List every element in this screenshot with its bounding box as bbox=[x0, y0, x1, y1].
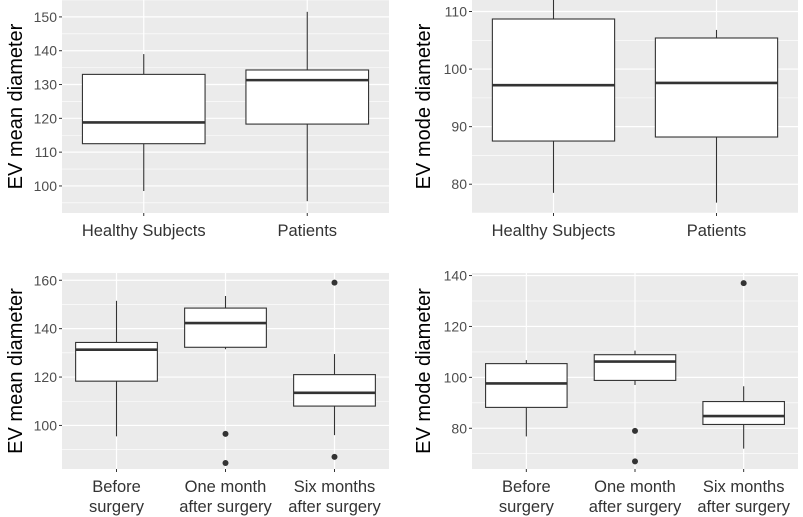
box-2 bbox=[245, 11, 370, 202]
iqr-box bbox=[75, 341, 158, 382]
box-3 bbox=[293, 279, 376, 460]
y-axis-title: EV mean diameter bbox=[5, 288, 27, 454]
box-1 bbox=[485, 360, 568, 437]
box-2 bbox=[593, 350, 677, 465]
iqr-box bbox=[593, 354, 677, 381]
y-tick-label: 160 bbox=[34, 272, 58, 288]
y-tick-label: 80 bbox=[451, 176, 467, 192]
outlier-point bbox=[331, 453, 338, 460]
box-1 bbox=[75, 300, 158, 437]
outlier-point bbox=[632, 427, 638, 434]
y-tick-label: 100 bbox=[444, 61, 468, 77]
y-tick-label: 100 bbox=[444, 369, 468, 385]
y-tick-label: 110 bbox=[35, 144, 58, 160]
iqr-box bbox=[702, 400, 785, 426]
y-tick-label: 120 bbox=[444, 318, 468, 334]
x-tick-label: Before surgery bbox=[499, 478, 555, 516]
iqr-box bbox=[184, 307, 267, 348]
x-tick-label: Patients bbox=[687, 222, 747, 240]
panel-2: 80 90 100 110 Healthy Subjects Patients EV mod… bbox=[413, 0, 798, 240]
outlier-point bbox=[222, 459, 229, 466]
panel-3: 100 120 140 160 Before surgery One month after … bbox=[5, 272, 389, 516]
outlier-point bbox=[632, 458, 638, 465]
box-2 bbox=[184, 295, 267, 466]
y-tick-label: 140 bbox=[34, 43, 58, 59]
iqr-box bbox=[245, 69, 370, 125]
outlier-point bbox=[331, 279, 338, 286]
iqr-box bbox=[81, 73, 206, 145]
x-tick-label: One month after surgery bbox=[179, 478, 272, 516]
iqr-box bbox=[491, 18, 616, 142]
box-1 bbox=[81, 54, 206, 192]
x-tick-label: Before surgery bbox=[89, 478, 145, 516]
iqr-box bbox=[654, 37, 779, 138]
box-2 bbox=[654, 29, 779, 203]
y-tick-label: 140 bbox=[444, 268, 468, 284]
y-axis-title: EV mode diameter bbox=[413, 23, 435, 189]
y-tick-label: 130 bbox=[34, 77, 58, 93]
y-tick-label: 100 bbox=[34, 178, 58, 194]
box-1 bbox=[491, 0, 616, 193]
iqr-box bbox=[485, 363, 568, 408]
outlier-point bbox=[222, 430, 229, 437]
panel-4: 80 100 120 140 Before surgery One month after s… bbox=[413, 268, 798, 516]
y-tick-label: 120 bbox=[34, 369, 58, 385]
y-tick-label: 100 bbox=[34, 417, 58, 433]
iqr-box bbox=[293, 374, 376, 407]
y-tick-label: 150 bbox=[34, 9, 58, 25]
y-axis-title: EV mode diameter bbox=[413, 288, 435, 454]
box-3 bbox=[702, 280, 785, 449]
y-tick-label: 140 bbox=[34, 321, 58, 337]
x-tick-label: Healthy Subjects bbox=[82, 222, 206, 240]
y-tick-label: 90 bbox=[451, 119, 467, 135]
x-tick-label: One month after surgery bbox=[589, 478, 682, 516]
y-tick-label: 120 bbox=[34, 110, 58, 126]
y-axis-title: EV mean diameter bbox=[5, 23, 27, 189]
panel-1: 100 110 120 130 140 150 Healthy Subjects Patien… bbox=[5, 0, 389, 240]
x-tick-label: Healthy Subjects bbox=[492, 222, 616, 240]
outlier-point bbox=[740, 280, 747, 287]
x-tick-label: Patients bbox=[277, 222, 337, 240]
y-tick-label: 110 bbox=[445, 4, 468, 20]
y-tick-label: 80 bbox=[451, 420, 467, 436]
x-tick-label: Six months after surgery bbox=[697, 478, 790, 516]
x-tick-label: Six months after surgery bbox=[288, 478, 381, 516]
